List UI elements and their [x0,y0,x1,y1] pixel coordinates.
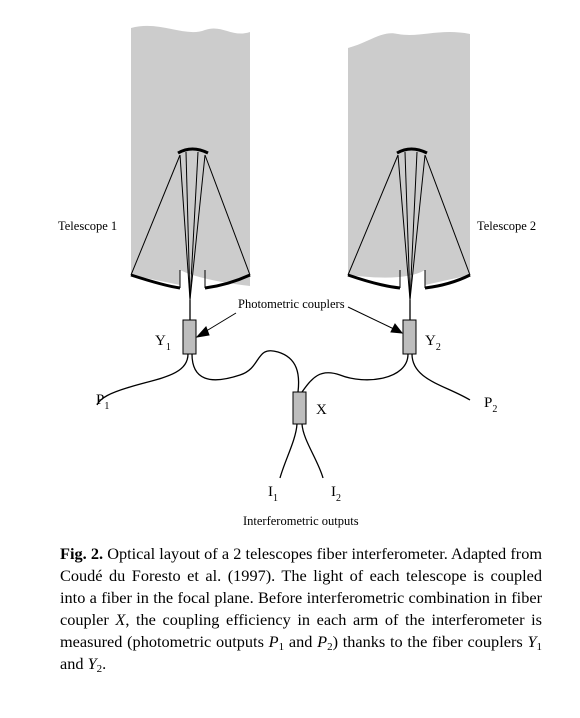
fibers [96,300,471,479]
telescope-1-secondary-mirror [177,147,209,155]
fiber-p2 [411,353,471,401]
telescope-2 [347,32,471,301]
i1-label: I1 [268,484,278,504]
telescope-2-secondary-mirror [396,147,428,155]
coupler-y1 [182,319,197,355]
figure-caption: Fig. 2. Optical layout of a 2 telescopes… [60,544,543,675]
telescope-2-primary-mirror [347,273,401,290]
telescope-2-tube [348,32,470,286]
coupler-y2 [402,319,417,355]
fiber-y2-to-x [301,353,409,393]
telescope-1-rays [130,151,251,301]
fiber-y1-to-x [191,350,300,393]
fiber-p1 [96,353,189,406]
fiber-interferometer-diagram: Telescope 1 Telescope 2 Photometric coup… [58,25,536,528]
caption-label: Fig. 2. [60,544,104,563]
coupler-x [292,391,307,425]
p1-label: P1 [96,392,109,412]
x-label: X [316,402,327,418]
telescope-1-label: Telescope 1 [58,219,117,233]
y2-label: Y2 [425,333,441,353]
y1-label: Y1 [155,333,171,353]
fiber-i2 [301,423,324,479]
i2-label: I2 [331,484,341,504]
coupler-arrows [195,306,404,338]
telescope-2-label: Telescope 2 [477,219,536,233]
telescope-1-tube [131,25,250,286]
p2-label: P2 [484,395,497,415]
fiber-i1 [279,423,298,479]
telescope-1 [130,25,251,301]
photometric-couplers-label: Photometric couplers [238,297,345,311]
telescope-2-rays [347,151,471,301]
telescope-1-primary-mirror [130,273,181,290]
interferometric-outputs-label: Interferometric outputs [243,514,359,528]
